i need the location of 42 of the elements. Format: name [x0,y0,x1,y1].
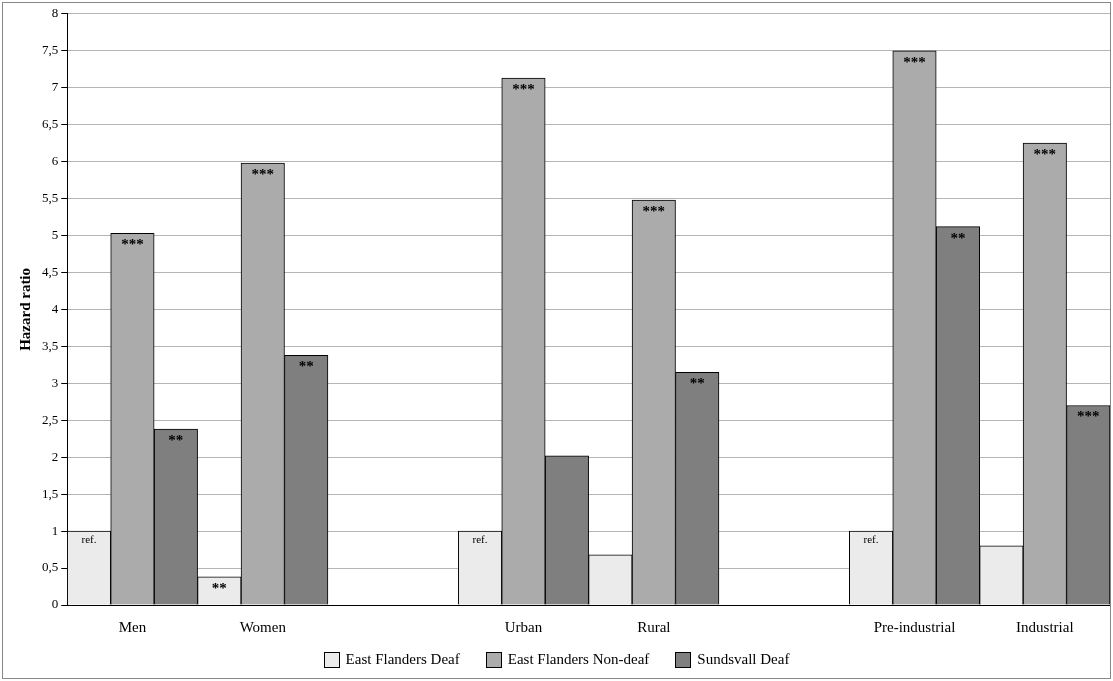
x-tick-label: Rural [637,618,671,635]
y-tick-label: 1 [51,522,59,538]
data-label: *** [121,236,144,253]
y-tick-label: 6 [51,153,59,169]
x-tick-label: Pre-industrial [873,618,956,635]
data-label: ** [950,229,966,246]
y-tick-label: 0 [51,596,59,612]
data-label: ** [211,579,227,596]
y-tick-label: 1,5 [42,485,59,501]
x-tick-label: Urban [504,618,543,635]
legend-label: Sundsvall Deaf [697,651,790,668]
data-label: ** [298,358,314,375]
y-tick-label: 7 [51,79,59,95]
y-tick-label: 2 [51,448,59,464]
y-tick-label: 3,5 [42,337,59,353]
x-tick-label: Men [118,618,147,635]
data-label: ref. [863,532,879,545]
data-label: *** [512,80,535,97]
data-label: *** [903,53,926,70]
y-tick-label: 5,5 [42,189,59,205]
y-tick-label: 3 [51,374,59,390]
y-tick-label: 5 [51,226,59,242]
y-tick-label: 6,5 [42,116,59,132]
y-tick-label: 8 [51,5,59,21]
data-label: *** [642,202,666,219]
data-label: *** [251,165,275,182]
data-label: ref. [81,532,97,545]
y-tick-label: 4 [51,300,59,316]
y-axis-title: Hazard ratio [16,267,33,351]
x-tick-label: Industrial [1016,618,1074,635]
data-label: ** [689,375,705,392]
y-tick-label: 4,5 [42,263,59,279]
legend-label: East Flanders Deaf [345,651,460,668]
data-label: *** [1077,408,1100,425]
data-label: ref. [472,532,488,545]
data-label: *** [1033,146,1057,162]
x-tick-label: Women [239,618,287,635]
y-tick-label: 7,5 [42,42,59,58]
legend-label: East Flanders Non-deaf [507,651,650,668]
data-label: ** [168,431,184,448]
y-tick-label: 2,5 [42,411,59,427]
y-tick-label: 0,5 [42,559,59,575]
